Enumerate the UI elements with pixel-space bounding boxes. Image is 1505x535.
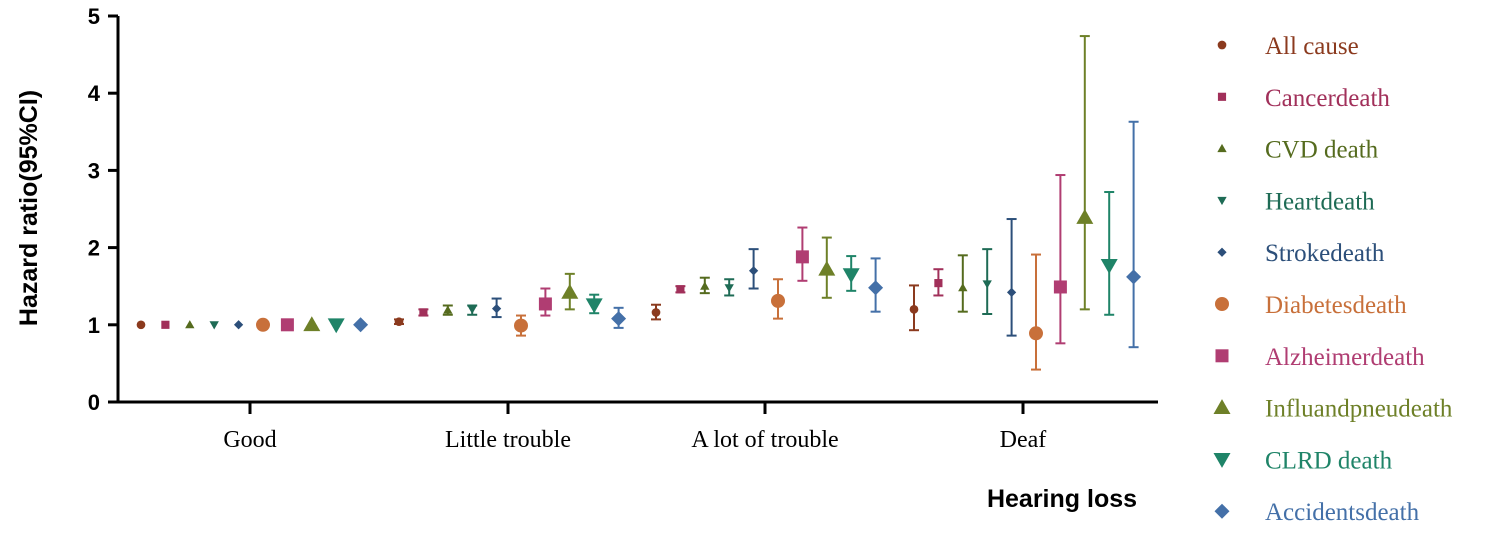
legend-label: CVD death [1265, 137, 1379, 164]
data-point [185, 320, 195, 329]
legend-marker [1215, 349, 1229, 363]
series-heartdeath [209, 248, 993, 330]
legend-label: Influandpneudeath [1265, 396, 1453, 423]
legend-label: All cause [1265, 33, 1359, 60]
legend-item: Cancerdeath [1217, 85, 1390, 112]
data-point [467, 305, 477, 315]
data-point [611, 311, 627, 327]
legend-label: Diabetesdeath [1265, 292, 1407, 319]
data-point [561, 283, 579, 299]
data-point [676, 285, 685, 294]
series-cancerdeath [161, 268, 944, 329]
x-tick-label: Little trouble [445, 427, 571, 453]
x-tick-label: Deaf [1000, 427, 1047, 453]
y-tick-label: 5 [88, 4, 100, 29]
legend-item: Strokedeath [1217, 240, 1385, 267]
data-point [868, 280, 884, 296]
legend-label: Accidentsdeath [1265, 499, 1420, 526]
data-point [958, 283, 968, 292]
legend-label: CLRD death [1265, 447, 1393, 474]
data-point [209, 321, 219, 330]
data-point [748, 266, 759, 276]
data-point [1126, 269, 1142, 285]
data-point [1006, 287, 1017, 298]
legend-marker [1217, 40, 1227, 50]
data-point [818, 260, 836, 276]
legend-item: Diabetesdeath [1215, 292, 1407, 319]
legend-item: CVD death [1217, 137, 1379, 164]
axes [116, 16, 1158, 404]
x-axis-title: Hearing loss [987, 485, 1137, 513]
legend-label: Heartdeath [1265, 188, 1375, 215]
data-point [1029, 326, 1043, 341]
legend: All cause Cancerdeath CVD death Heartdeath S… [1213, 33, 1453, 526]
data-point [161, 320, 170, 329]
series-diabetesdeath [256, 253, 1043, 371]
data-point [256, 317, 270, 332]
data-point [1076, 208, 1094, 224]
legend-marker [1217, 196, 1227, 206]
y-axis-title: Hazard ratio(95%CI) [15, 90, 43, 326]
data-point [538, 297, 552, 311]
series-strokedeath [233, 218, 1017, 337]
legend-item: Heartdeath [1217, 188, 1375, 215]
data-point [491, 303, 502, 314]
legend-marker [1214, 503, 1230, 519]
legend-marker [1215, 297, 1229, 311]
data-point [514, 318, 528, 333]
ticks: 0 1 2 3 4 5 Good Little trouble A lot of trouble… [88, 4, 1047, 453]
legend-item: All cause [1217, 33, 1359, 60]
series-alzheimerdeath [280, 174, 1067, 345]
series-accidentsdeath [353, 120, 1142, 349]
data-point [909, 305, 919, 314]
legend-label: Cancerdeath [1265, 85, 1390, 112]
y-tick-label: 1 [88, 313, 100, 338]
legend-item: CLRD death [1213, 447, 1393, 474]
data-point [419, 308, 428, 317]
x-tick-label: Good [223, 427, 276, 453]
legend-marker [1217, 92, 1227, 101]
data-point [724, 284, 734, 293]
data-point [700, 281, 710, 290]
legend-marker [1213, 453, 1231, 468]
data-point [795, 250, 809, 264]
data-point [651, 308, 661, 317]
series-cvd-death [185, 254, 968, 329]
data-point [327, 318, 345, 334]
data-point [280, 318, 294, 332]
y-tick-label: 2 [88, 236, 100, 261]
data-point [842, 268, 860, 284]
data-point [136, 320, 146, 330]
legend-item: Influandpneudeath [1213, 396, 1453, 423]
legend-marker [1213, 399, 1231, 414]
data-point [233, 320, 244, 330]
series-influandpneudeath [303, 35, 1094, 332]
series-layer [136, 35, 1142, 371]
data-point [303, 316, 321, 332]
legend-item: Accidentsdeath [1214, 499, 1420, 526]
legend-marker [1217, 247, 1227, 257]
data-point [1100, 258, 1118, 274]
series-clrd-death [327, 191, 1118, 334]
data-point [443, 305, 453, 314]
y-tick-label: 3 [88, 158, 100, 183]
legend-label: Alzheimerdeath [1265, 344, 1425, 371]
data-point [1053, 280, 1067, 294]
data-point [353, 317, 369, 333]
legend-label: Strokedeath [1265, 240, 1385, 267]
data-point [982, 280, 992, 289]
data-point [934, 279, 943, 288]
y-tick-label: 0 [88, 390, 100, 415]
series-all-cause [136, 284, 919, 332]
data-point [771, 293, 785, 308]
data-point [585, 298, 603, 314]
legend-item: Alzheimerdeath [1215, 344, 1425, 371]
x-tick-label: A lot of trouble [691, 427, 838, 453]
y-tick-label: 4 [88, 81, 101, 106]
legend-marker [1217, 143, 1227, 153]
data-point [394, 317, 404, 327]
